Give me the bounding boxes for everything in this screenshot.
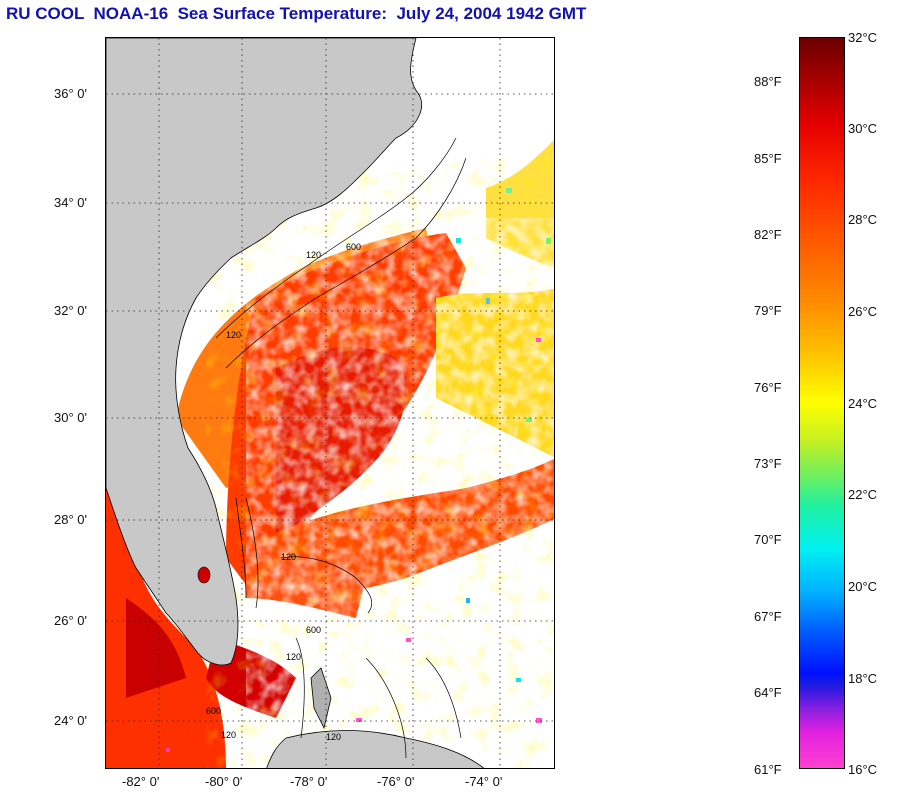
bathymetry-contours [215, 137, 467, 759]
lat-label: 32° 0' [54, 303, 87, 318]
sst-map: 120 600 120 120 600 120 120 600 120 [105, 37, 555, 769]
colorbar-fahrenheit-label: 73°F [754, 456, 782, 471]
colorbar-fahrenheit-label: 64°F [754, 685, 782, 700]
gulf-hot-core [126, 598, 186, 698]
page-title: RU COOL NOAA-16 Sea Surface Temperature:… [6, 4, 587, 23]
contour-label: 600 [306, 625, 321, 635]
colorbar-celsius-label: 28°C [848, 212, 878, 227]
colorbar-celsius-label: 30°C [848, 121, 878, 136]
lon-label: -80° 0' [205, 774, 243, 789]
lat-label: 34° 0' [54, 195, 87, 210]
lake-okeechobee [197, 566, 211, 584]
lon-label: -78° 0' [290, 774, 328, 789]
colorbar-fahrenheit-label: 67°F [754, 609, 782, 624]
lon-label: -74° 0' [465, 774, 503, 789]
colorbar-fahrenheit-label: 82°F [754, 227, 782, 242]
colorbar-fahrenheit-label: 79°F [754, 303, 782, 318]
contour-label: 120 [326, 732, 341, 742]
contour-label: 600 [346, 242, 361, 252]
speckles [166, 188, 551, 752]
lat-label: 30° 0' [54, 410, 87, 425]
lon-label: -76° 0' [377, 774, 415, 789]
colorbar-fahrenheit-label: 61°F [754, 762, 782, 777]
contour-label: 120 [306, 250, 321, 260]
cuba-land [266, 730, 485, 768]
lat-label: 24° 0' [54, 713, 87, 728]
lon-label: -82° 0' [122, 774, 160, 789]
colorbar-celsius-label: 26°C [848, 304, 878, 319]
contour-label: 120 [281, 552, 296, 562]
lat-label: 28° 0' [54, 512, 87, 527]
colorbar-fahrenheit-label: 76°F [754, 380, 782, 395]
contour-label: 120 [221, 730, 236, 740]
contour-label: 120 [286, 652, 301, 662]
colorbar-celsius-label: 24°C [848, 396, 878, 411]
gridlines [106, 38, 554, 768]
temperature-colorbar [799, 37, 845, 769]
lat-label: 36° 0' [54, 86, 87, 101]
us-land [106, 38, 422, 666]
colorbar-fahrenheit-label: 85°F [754, 151, 782, 166]
colorbar-celsius-label: 32°C [848, 30, 878, 45]
contour-label: 600 [206, 706, 221, 716]
lat-label: 26° 0' [54, 613, 87, 628]
colorbar-fahrenheit-label: 88°F [754, 74, 782, 89]
colorbar-fahrenheit-label: 70°F [754, 532, 782, 547]
colorbar-celsius-label: 22°C [848, 487, 878, 502]
colorbar-celsius-label: 16°C [848, 762, 878, 777]
sst-map-canvas: 120 600 120 120 600 120 120 600 120 [106, 38, 554, 768]
colorbar-celsius-label: 20°C [848, 579, 878, 594]
contour-label: 120 [226, 330, 241, 340]
colorbar-celsius-label: 18°C [848, 671, 878, 686]
